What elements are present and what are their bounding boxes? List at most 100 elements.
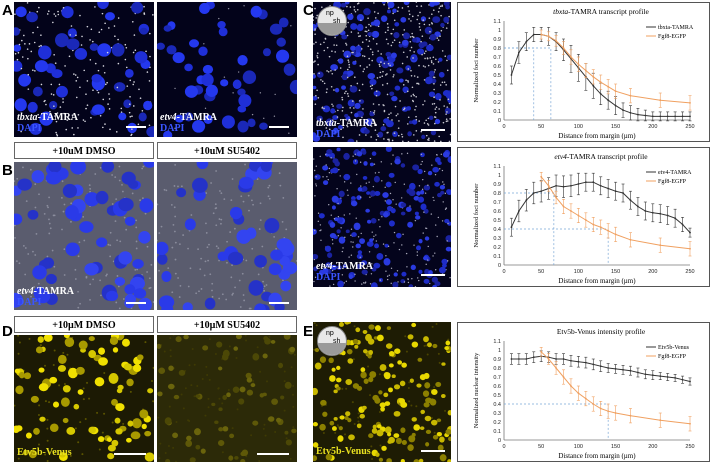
nucleus xyxy=(35,346,44,354)
transcript-dot xyxy=(367,29,370,32)
transcript-dot xyxy=(379,226,381,228)
transcript-dot xyxy=(259,202,262,205)
transcript-dot xyxy=(331,72,334,75)
nucleus xyxy=(84,262,99,276)
transcript-dot xyxy=(373,163,376,165)
transcript-dot xyxy=(431,22,434,25)
transcript-dot xyxy=(433,116,436,118)
nucleus xyxy=(94,377,105,387)
transcript-dot xyxy=(218,259,220,262)
nucleus xyxy=(401,271,407,277)
nucleus xyxy=(366,241,374,247)
transcript-dot xyxy=(178,296,181,298)
transcript-dot xyxy=(174,87,176,90)
transcript-dot xyxy=(317,220,320,223)
data-point xyxy=(592,363,595,366)
nucleus xyxy=(252,353,260,361)
chart-title: etv4-TAMRA transcript profile xyxy=(554,152,648,161)
x-tick-label: 100 xyxy=(574,269,583,275)
nucleus xyxy=(380,126,387,132)
transcript-dot xyxy=(346,68,349,71)
nucleus xyxy=(437,444,444,452)
nucleus xyxy=(386,205,393,212)
transcript-dot xyxy=(263,117,265,120)
nucleus xyxy=(345,378,353,386)
nucleus xyxy=(132,364,142,372)
data-point xyxy=(666,115,669,118)
nucleus xyxy=(250,5,262,18)
nucleus xyxy=(97,436,105,442)
nucleus xyxy=(356,253,363,260)
nucleus xyxy=(121,338,130,347)
nucleus xyxy=(254,254,267,268)
nucleus xyxy=(144,452,154,462)
transcript-dot xyxy=(422,19,425,21)
transcript-dot xyxy=(423,23,426,26)
transcript-dot xyxy=(37,282,40,285)
nucleus xyxy=(198,46,208,57)
data-point xyxy=(584,361,587,364)
nucleus xyxy=(232,386,240,393)
transcript-dot xyxy=(349,6,352,8)
transcript-dot xyxy=(412,93,415,96)
nucleus xyxy=(14,44,22,52)
transcript-dot xyxy=(383,3,385,6)
transcript-dot xyxy=(427,245,429,248)
nucleus xyxy=(338,322,344,327)
transcript-dot xyxy=(215,224,218,227)
nucleus xyxy=(434,93,442,101)
nucleus xyxy=(314,362,322,370)
transcript-dot xyxy=(411,35,414,38)
transcript-dot xyxy=(364,30,367,33)
nucleus xyxy=(39,416,46,422)
y-tick-label: 0.8 xyxy=(493,366,501,372)
nucleus xyxy=(393,31,400,39)
transcript-dot xyxy=(64,65,66,67)
transcript-dot xyxy=(27,57,29,60)
transcript-dot xyxy=(434,174,437,176)
nucleus xyxy=(107,452,115,460)
y-tick-label: 0.5 xyxy=(493,218,501,224)
nucleus xyxy=(45,273,57,285)
transcript-dot xyxy=(347,59,350,62)
transcript-dot xyxy=(379,71,382,74)
transcript-dot xyxy=(427,117,430,120)
transcript-dot xyxy=(48,218,50,221)
data-point xyxy=(540,190,543,193)
nucleus xyxy=(398,78,404,83)
nucleus xyxy=(336,147,341,152)
nucleus xyxy=(246,389,254,396)
data-point xyxy=(555,367,557,369)
transcript-dot xyxy=(314,229,316,232)
transcript-dot xyxy=(55,133,58,136)
nucleus xyxy=(117,384,124,391)
transcript-dot xyxy=(445,120,448,123)
nucleus xyxy=(430,419,438,426)
transcript-dot xyxy=(354,280,356,282)
transcript-dot xyxy=(165,189,168,192)
nucleus xyxy=(173,394,180,400)
transcript-dot xyxy=(345,42,347,45)
transcript-dot xyxy=(249,307,252,310)
transcript-dot xyxy=(313,61,315,63)
x-tick-label: 150 xyxy=(611,444,620,450)
transcript-dot xyxy=(446,120,449,122)
nucleus xyxy=(329,232,337,239)
transcript-dot xyxy=(149,66,151,69)
transcript-dot xyxy=(111,203,114,205)
transcript-dot xyxy=(371,231,373,233)
transcript-dot xyxy=(79,14,81,17)
transcript-dot xyxy=(252,380,255,383)
transcript-dot xyxy=(38,6,40,9)
transcript-dot xyxy=(437,11,440,13)
nucleus xyxy=(367,338,375,345)
transcript-dot xyxy=(356,82,359,85)
nucleus xyxy=(168,365,174,371)
nucleus xyxy=(283,63,296,76)
transcript-dot xyxy=(221,451,224,454)
nucleus xyxy=(133,288,147,299)
transcript-dot xyxy=(14,404,16,407)
nucleus xyxy=(218,27,228,37)
nucleus xyxy=(15,6,27,18)
data-point xyxy=(532,33,535,36)
